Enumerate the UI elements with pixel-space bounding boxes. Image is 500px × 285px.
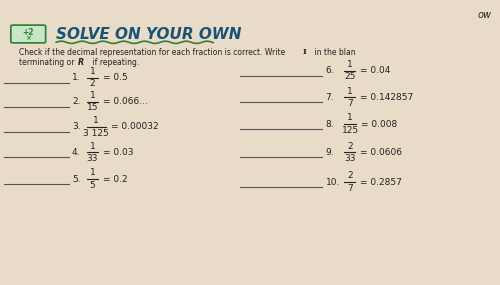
Text: 1: 1 bbox=[90, 67, 96, 76]
Text: Check if the decimal representation for each fraction is correct. Write: Check if the decimal representation for … bbox=[19, 48, 287, 57]
Text: 7: 7 bbox=[347, 99, 353, 108]
Text: 9.: 9. bbox=[326, 148, 334, 157]
Text: 25: 25 bbox=[344, 72, 356, 81]
Text: 33: 33 bbox=[344, 154, 356, 163]
Text: = 0.2: = 0.2 bbox=[103, 175, 128, 184]
Text: = 0.066...: = 0.066... bbox=[103, 97, 148, 106]
Text: 10.: 10. bbox=[326, 178, 340, 186]
Text: = 0.5: = 0.5 bbox=[103, 73, 128, 82]
Text: ow: ow bbox=[477, 10, 491, 20]
Text: 3.: 3. bbox=[72, 123, 80, 131]
Text: R: R bbox=[78, 58, 84, 67]
Text: 7.: 7. bbox=[326, 93, 334, 102]
Text: = 0.142857: = 0.142857 bbox=[360, 93, 414, 102]
Text: 7: 7 bbox=[347, 184, 353, 193]
Text: 8.: 8. bbox=[326, 120, 334, 129]
Text: 4.: 4. bbox=[72, 148, 80, 157]
Text: 125: 125 bbox=[342, 126, 358, 135]
Text: = 0.2857: = 0.2857 bbox=[360, 178, 403, 186]
Text: 1: 1 bbox=[90, 142, 96, 151]
Text: = 0.008: = 0.008 bbox=[360, 120, 397, 129]
Text: 1.: 1. bbox=[72, 73, 80, 82]
Text: = 0.04: = 0.04 bbox=[360, 66, 391, 75]
Text: 5.: 5. bbox=[72, 175, 80, 184]
Text: 1: 1 bbox=[347, 113, 353, 123]
Text: ×: × bbox=[25, 35, 30, 41]
Text: = 0.00032: = 0.00032 bbox=[110, 123, 158, 131]
Text: if repeating.: if repeating. bbox=[90, 58, 139, 67]
Text: terminating or: terminating or bbox=[19, 58, 76, 67]
Text: 1: 1 bbox=[347, 87, 353, 96]
Text: 33: 33 bbox=[86, 154, 98, 163]
Text: = 0.03: = 0.03 bbox=[103, 148, 134, 157]
Text: 1: 1 bbox=[90, 168, 96, 178]
Text: I: I bbox=[302, 48, 306, 56]
Text: 2: 2 bbox=[347, 142, 353, 151]
Text: 6.: 6. bbox=[326, 66, 334, 75]
Text: 3 125: 3 125 bbox=[84, 129, 109, 138]
Text: 2: 2 bbox=[90, 79, 95, 88]
Text: 1: 1 bbox=[347, 60, 353, 69]
Text: in the blan: in the blan bbox=[312, 48, 356, 57]
Text: 2: 2 bbox=[347, 171, 353, 180]
Text: = 0.0606: = 0.0606 bbox=[360, 148, 403, 157]
Text: 1: 1 bbox=[94, 116, 99, 125]
Text: SOLVE ON YOUR OWN: SOLVE ON YOUR OWN bbox=[56, 27, 242, 42]
Text: +2: +2 bbox=[22, 28, 34, 37]
Text: 5: 5 bbox=[90, 181, 96, 190]
Text: 1: 1 bbox=[90, 91, 96, 100]
FancyBboxPatch shape bbox=[11, 25, 46, 43]
Text: 2.: 2. bbox=[72, 97, 80, 106]
Text: 15: 15 bbox=[86, 103, 98, 112]
